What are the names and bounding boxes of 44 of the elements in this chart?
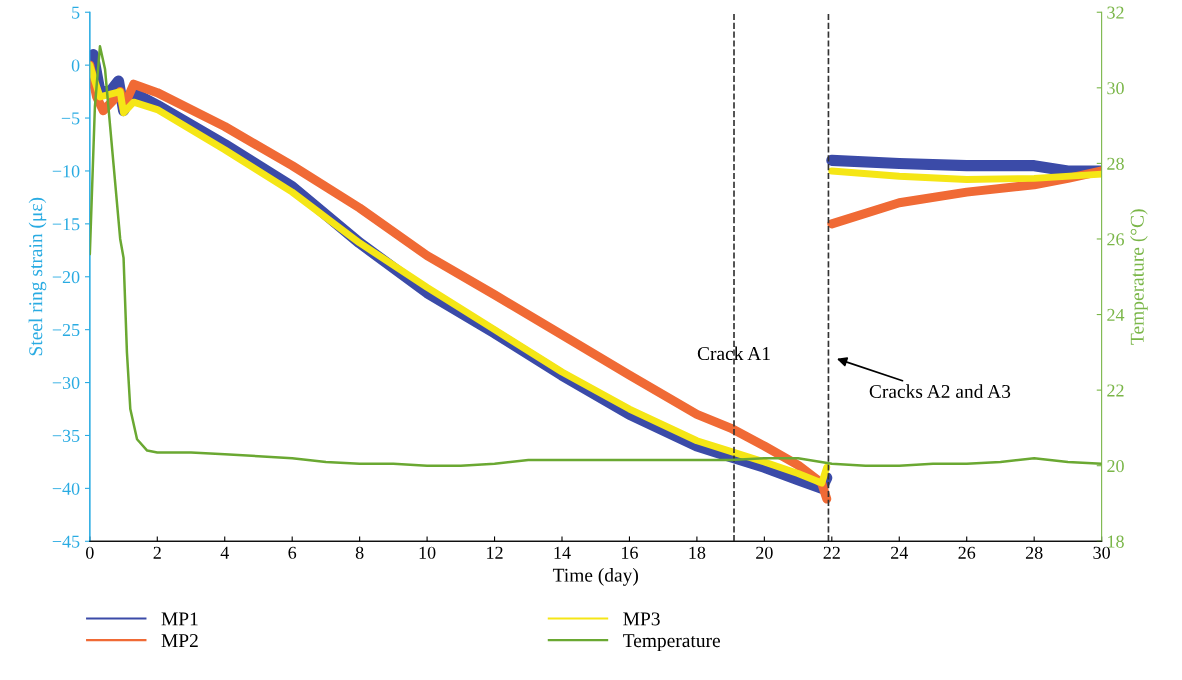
y-tick-label: −45: [52, 535, 80, 548]
y-tick-label: −35: [52, 429, 80, 442]
legend-label: Temperature: [623, 634, 720, 652]
x-tick-label: 20: [756, 546, 773, 559]
y2-tick-label: 18: [1108, 535, 1124, 548]
y2-tick-label: 20: [1107, 459, 1124, 473]
y-tick-label: −25: [52, 323, 80, 337]
x-axis-title: Time (day): [552, 568, 638, 586]
x-tick-label: 18: [689, 546, 706, 559]
y-tick-label: −30: [52, 376, 80, 390]
y2-tick-label: 26: [1107, 233, 1124, 246]
y-axis-title: Steel ring strain (με): [28, 197, 47, 356]
y-tick-label: −15: [52, 218, 80, 231]
x-tick-label: 4: [220, 546, 229, 559]
annotation: Crack A1: [697, 346, 770, 361]
x-tick-label: 8: [355, 546, 364, 559]
y-tick-label: 0: [71, 59, 80, 72]
y-tick-label: −40: [52, 482, 80, 495]
y-tick-label: −5: [61, 112, 80, 125]
x-tick-label: 26: [958, 546, 976, 559]
y-tick-label: 5: [72, 6, 80, 19]
x-tick-label: 14: [554, 546, 571, 559]
legend-label: MP3: [623, 612, 660, 626]
y2-axis-title: Temperature (°C): [1130, 209, 1148, 345]
x-tick-label: 30: [1093, 546, 1110, 559]
x-tick-label: 2: [153, 546, 161, 559]
x-tick-label: 10: [419, 546, 436, 559]
y2-tick-label: 28: [1107, 157, 1124, 170]
legend-label: MP1: [161, 612, 198, 626]
y2-tick-label: 30: [1107, 82, 1124, 95]
y2-tick-label: 24: [1107, 308, 1125, 321]
x-tick-label: 12: [487, 546, 503, 559]
x-tick-label: 24: [891, 546, 909, 559]
y-tick-label: −20: [52, 271, 80, 284]
legend-label: MP2: [161, 634, 198, 647]
x-tick-label: 6: [288, 546, 297, 559]
y2-tick-label: 32: [1107, 6, 1124, 19]
x-tick-label: 28: [1025, 546, 1043, 559]
y-tick-label: −10: [52, 165, 80, 178]
annotation: Cracks A2 and A3: [869, 384, 1011, 399]
x-tick-label: 0: [86, 546, 94, 559]
x-tick-label: 16: [622, 546, 638, 559]
y2-tick-label: 22: [1107, 384, 1124, 397]
x-tick-label: 22: [823, 546, 840, 559]
